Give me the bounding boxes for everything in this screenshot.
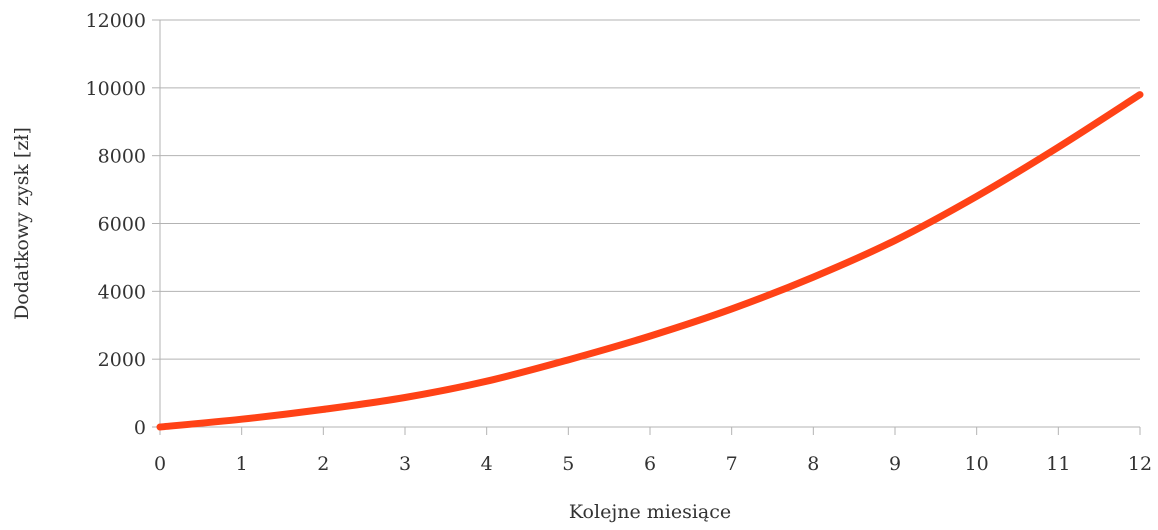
x-tick-label: 7 [726,453,738,475]
y-tick-label: 8000 [98,146,146,168]
x-tick-label: 10 [965,453,989,475]
x-tick-label: 5 [562,453,574,475]
axes [152,20,1140,435]
series-line [160,95,1140,427]
x-tick-label: 3 [399,453,411,475]
y-tick-label: 12000 [86,10,146,32]
gridlines [160,20,1140,427]
x-tick-label: 4 [481,453,493,475]
y-tick-label: 4000 [98,281,146,303]
y-axis-title: Dodatkowy zysk [zł] [11,127,33,320]
x-tick-label: 11 [1046,453,1070,475]
x-tick-label: 6 [644,453,656,475]
y-tick-label: 2000 [98,349,146,371]
y-tick-label: 6000 [98,214,146,236]
x-tick-label: 0 [154,453,166,475]
x-axis-title: Kolejne miesiące [569,501,731,523]
series-layer [160,95,1140,428]
y-tick-label: 10000 [86,78,146,100]
x-tick-label: 1 [236,453,248,475]
x-tick-label: 12 [1128,453,1152,475]
x-tick-label: 9 [889,453,901,475]
x-tick-label: 2 [317,453,329,475]
x-tick-label: 8 [807,453,819,475]
y-tick-label: 0 [134,417,146,439]
